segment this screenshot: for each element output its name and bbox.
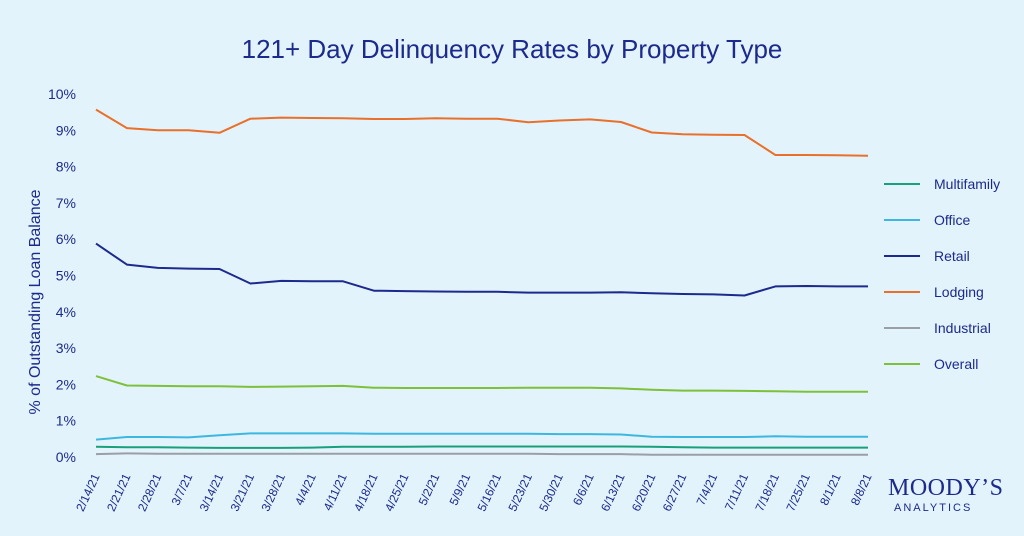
x-tick-label: 6/27/21 [660,471,690,513]
y-tick-label: 0% [56,449,76,465]
x-tick-label: 7/25/21 [783,471,813,513]
legend-label: Overall [934,356,979,372]
brand-subtitle: ANALYTICS [894,502,973,514]
legend-swatch [884,327,920,329]
legend-item-lodging: Lodging [884,274,1000,310]
y-tick-label: 1% [56,413,76,429]
y-axis-label: % of Outstanding Loan Balance [27,189,44,414]
x-tick-label: 2/28/21 [135,471,165,513]
x-tick-label: 6/13/21 [598,471,628,513]
legend-swatch [884,291,920,293]
x-tick-label: 6/20/21 [629,471,659,513]
y-tick-label: 2% [56,376,76,392]
series-line-industrial [95,452,868,456]
x-ticks: 2/14/21 2/21/21 2/28/21 3/7/21 3/14/21 3/21/2… [73,471,875,513]
series-line-retail [95,242,868,297]
legend-item-retail: Retail [884,238,1000,274]
x-tick-label: 7/11/21 [722,471,751,513]
y-axis-label-group: % of Outstanding Loan Balance [27,189,44,414]
y-tick-label: 6% [56,231,76,247]
x-tick-label: 3/14/21 [197,471,227,513]
legend-label: Retail [934,248,970,264]
x-tick-label: 4/11/21 [321,471,350,513]
x-tick-label: 8/8/21 [848,471,875,507]
brand-logo: MOODY’S ANALYTICS [888,476,1004,514]
legend-label: Industrial [934,320,991,336]
x-tick-label: 4/25/21 [382,471,412,513]
series-line-office [95,432,868,441]
x-tick-label: 8/1/21 [817,471,844,507]
y-tick-label: 3% [56,340,76,356]
chart-title: 121+ Day Delinquency Rates by Property T… [241,34,783,64]
x-tick-label: 4/4/21 [292,471,319,507]
y-tick-label: 10% [48,86,76,102]
x-tick-label: 6/6/21 [570,471,597,507]
series-line-multifamily [95,445,868,449]
x-tick-label: 5/16/21 [475,471,505,513]
legend-swatch [884,183,920,185]
y-tick-label: 4% [56,304,76,320]
series-lines [95,108,869,456]
legend-swatch [884,363,920,365]
legend-item-industrial: Industrial [884,310,1000,346]
y-tick-label: 8% [56,159,76,175]
y-ticks: 0% 1% 2% 3% 4% 5% 6% 7% 8% 9% 10% [48,86,76,465]
series-line-overall [95,375,868,393]
brand-name: MOODY’S [888,475,1004,501]
legend-item-multifamily: Multifamily [884,166,1000,202]
x-tick-label: 4/18/21 [351,471,381,513]
legend-swatch [884,255,920,257]
x-tick-label: 7/18/21 [752,471,782,513]
y-tick-label: 9% [56,122,76,138]
x-tick-label: 2/21/21 [104,471,134,513]
x-tick-label: 5/9/21 [446,471,473,507]
x-tick-label: 5/23/21 [505,471,535,513]
x-tick-label: 3/28/21 [258,471,288,513]
y-tick-label: 5% [56,268,76,284]
legend-label: Lodging [934,284,984,300]
y-tick-label: 7% [56,195,76,211]
legend-label: Multifamily [934,176,1001,192]
legend-item-office: Office [884,202,1000,238]
x-tick-label: 3/21/21 [228,471,258,513]
legend-label: Office [934,212,971,228]
x-tick-label: 5/2/21 [416,471,443,507]
x-tick-label: 2/14/21 [73,471,103,513]
legend-swatch [884,219,920,221]
series-line-lodging [95,108,869,157]
legend: Multifamily Office Retail Lodging Industrial… [884,166,1000,382]
x-tick-label: 7/4/21 [694,471,721,507]
legend-item-overall: Overall [884,346,1000,382]
x-tick-label: 3/7/21 [169,471,196,507]
x-tick-label: 5/30/21 [536,471,566,513]
